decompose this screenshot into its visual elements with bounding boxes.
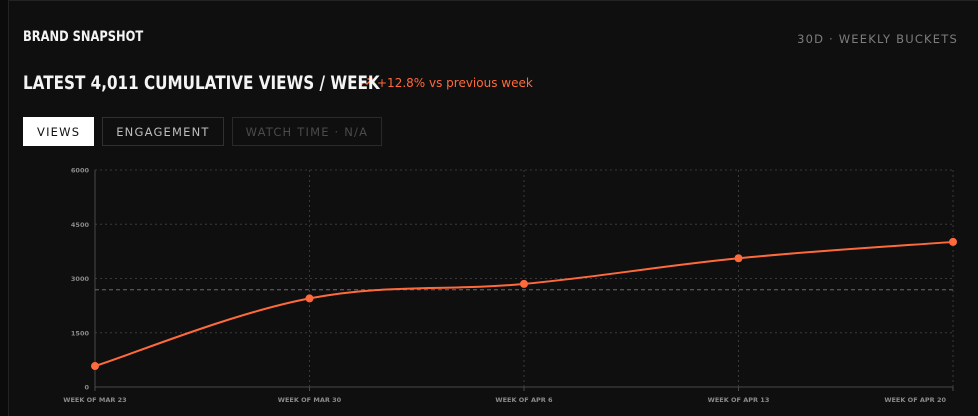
tab-engagement[interactable]: ENGAGEMENT (102, 117, 224, 146)
x-tick-label: WEEK OF MAR 30 (278, 396, 342, 404)
x-tick-label: WEEK OF APR 6 (495, 396, 553, 404)
x-tick-label: WEEK OF APR 13 (708, 396, 770, 404)
delta-badge: +12.8% vs previous week (359, 76, 533, 90)
data-point[interactable] (520, 279, 528, 288)
x-tick-label: WEEK OF APR 20 (884, 396, 946, 404)
data-point[interactable] (305, 294, 314, 303)
summary-row: LATEST 4,011 CUMULATIVE VIEWS / WEEK +12… (23, 72, 533, 94)
range-label: 30D · WEEKLY BUCKETS (797, 32, 958, 46)
trending-up-icon (359, 78, 373, 87)
data-point[interactable] (91, 362, 99, 371)
y-tick-label: 3000 (71, 275, 90, 283)
delta-text: +12.8% vs previous week (377, 76, 533, 90)
x-tick-label: WEEK OF MAR 23 (63, 396, 126, 404)
y-tick-label: 0 (84, 384, 89, 392)
y-tick-label: 6000 (71, 167, 90, 175)
brand-snapshot-card (8, 0, 978, 416)
chart-grid (94, 169, 954, 391)
data-point[interactable] (734, 254, 743, 263)
chart-series (91, 237, 957, 371)
tab-views[interactable]: VIEWS (23, 117, 95, 146)
data-point[interactable] (949, 237, 957, 246)
metric-tabs: VIEWS ENGAGEMENT WATCH TIME · N/A (23, 117, 383, 146)
chart-ticks: 0 1500 3000 4500 6000 WEEK OF MAR 23 WEEK OF M… (63, 167, 946, 405)
tab-watch-time: WATCH TIME · N/A (231, 117, 383, 146)
card-title: BRAND SNAPSHOT (23, 29, 144, 45)
y-tick-label: 4500 (71, 221, 90, 229)
y-tick-label: 1500 (71, 329, 90, 337)
